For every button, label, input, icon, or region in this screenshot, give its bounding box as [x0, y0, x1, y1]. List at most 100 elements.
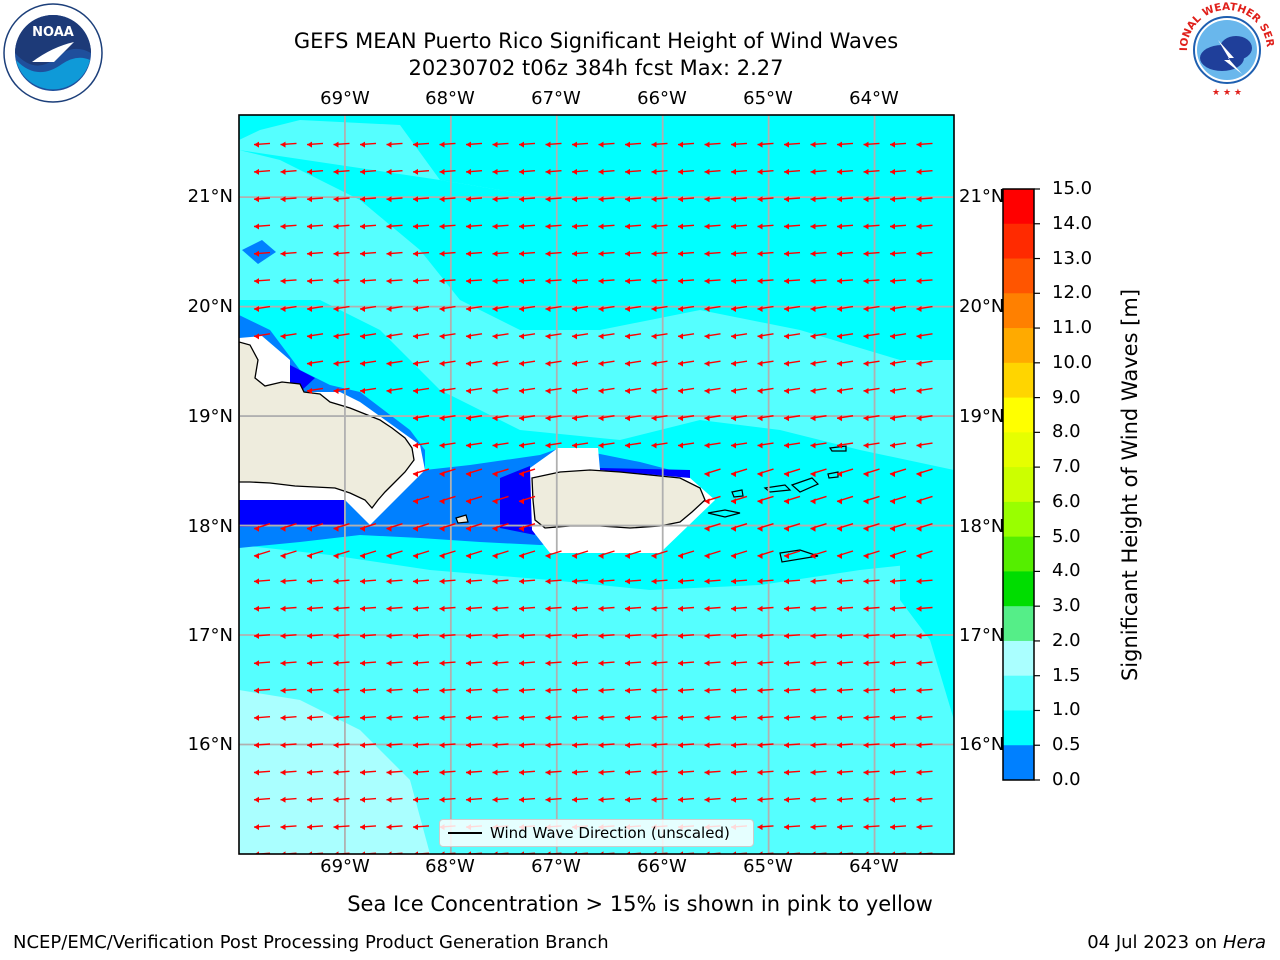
wave-direction-arrow: [465, 605, 483, 612]
wave-direction-arrow: [624, 250, 642, 257]
wave-direction-arrow: [439, 196, 456, 203]
wave-direction-arrow: [863, 468, 880, 478]
wave-direction-arrow: [306, 578, 324, 585]
wave-direction-arrow: [545, 278, 562, 285]
wave-direction-arrow: [359, 278, 377, 285]
wave-direction-arrow: [492, 168, 509, 175]
wave-direction-arrow: [306, 305, 324, 313]
wave-direction-arrow: [651, 769, 668, 776]
wave-direction-arrow: [624, 742, 642, 749]
wave-direction-arrow: [359, 305, 377, 313]
wave-direction-arrow: [651, 415, 668, 422]
wave-direction-arrow: [836, 769, 854, 776]
wave-direction-arrow: [439, 360, 456, 367]
wave-direction-arrow: [757, 550, 774, 559]
wave-direction-arrow: [889, 714, 907, 721]
wave-direction-arrow: [836, 168, 854, 175]
wave-direction-arrow: [412, 168, 430, 175]
colorbar-tick-label: 9.0: [1052, 386, 1081, 408]
wave-direction-arrow: [333, 223, 350, 230]
wave-direction-arrow: [518, 387, 536, 394]
wave-direction-arrow: [359, 250, 377, 257]
wave-direction-arrow: [386, 196, 403, 203]
vieques-island: [707, 509, 741, 518]
wave-direction-arrow: [439, 714, 456, 721]
wave-direction-arrow: [783, 387, 801, 394]
wave-direction-arrow: [306, 387, 324, 394]
colorbar-band: [1003, 675, 1034, 711]
wave-direction-arrow: [545, 660, 562, 667]
wave-direction-arrow: [916, 196, 933, 203]
wave-direction-arrow: [836, 360, 854, 367]
wave-direction-arrow: [439, 605, 456, 612]
wave-direction-arrow: [677, 633, 695, 639]
sea-ice-note: Sea Ice Concentration > 15% is shown in …: [347, 892, 933, 916]
wave-direction-arrow: [253, 305, 271, 313]
wave-direction-arrow: [598, 769, 615, 776]
wave-direction-arrow: [624, 769, 642, 776]
colorbar-frame: [1002, 188, 1035, 781]
wave-direction-arrow: [465, 442, 483, 449]
colorbar-band: [1003, 467, 1034, 503]
wave-direction-arrow: [889, 196, 907, 203]
wave-direction-arrow: [677, 442, 695, 449]
wave-direction-arrow: [253, 769, 271, 776]
wave-direction-arrow: [386, 278, 403, 285]
wave-direction-arrow: [889, 796, 907, 803]
lat-label-right: 21°N: [959, 186, 1005, 207]
wave-direction-arrow: [651, 360, 668, 367]
legend-label: Wind Wave Direction (unscaled): [490, 824, 730, 842]
wave-direction-arrow: [677, 223, 695, 230]
wave-direction-arrow: [333, 824, 350, 831]
wave-direction-arrow: [677, 168, 695, 175]
wave-direction-arrow: [836, 742, 854, 749]
wave-direction-arrow: [863, 415, 880, 422]
wave-direction-arrow: [545, 305, 562, 313]
wave-direction-arrow: [412, 387, 430, 394]
wave-direction-arrow: [677, 578, 695, 585]
wave-direction-arrow: [863, 796, 880, 803]
wave-direction-arrow: [253, 742, 271, 749]
wave-direction-arrow: [889, 141, 907, 148]
lon-label-bottom: 67°W: [531, 856, 581, 877]
wave-direction-arrow: [598, 660, 615, 667]
wave-direction-arrow: [810, 278, 827, 285]
wave-direction-arrow: [598, 742, 615, 749]
wave-direction-arrow: [916, 333, 933, 340]
wave-direction-arrow: [757, 824, 774, 831]
colorbar-tick-label: 0.0: [1052, 769, 1081, 790]
wave-direction-arrow: [730, 633, 748, 639]
wave-direction-arrow: [783, 468, 801, 478]
wave-direction-arrow: [810, 687, 827, 694]
wave-direction-arrow: [836, 305, 854, 313]
wave-direction-arrow: [598, 333, 615, 340]
wave-direction-arrow: [545, 687, 562, 694]
wave-direction-arrow: [253, 168, 271, 175]
wave-direction-arrow: [624, 550, 642, 559]
wave-direction-arrow: [836, 687, 854, 694]
wave-direction-arrow: [783, 633, 801, 639]
wave-direction-arrow: [439, 742, 456, 749]
wave-field-0-0-0-5-mona: [500, 466, 535, 535]
wave-direction-arrow: [677, 660, 695, 667]
wave-direction-arrow: [333, 387, 350, 394]
wave-direction-arrow: [863, 442, 880, 449]
wave-direction-arrow: [465, 278, 483, 285]
wave-direction-arrow: [677, 278, 695, 285]
wave-direction-arrow: [386, 360, 403, 367]
wave-direction-arrow: [492, 714, 509, 721]
wave-direction-arrow: [810, 742, 827, 749]
wave-direction-arrow: [916, 769, 933, 776]
wave-direction-arrow: [889, 415, 907, 422]
wave-direction-arrow: [889, 250, 907, 257]
wave-direction-arrow: [598, 305, 615, 313]
wave-direction-arrow: [836, 824, 854, 831]
wave-direction-arrow: [836, 387, 854, 394]
wave-direction-arrow: [810, 223, 827, 230]
wave-direction-arrow: [386, 250, 403, 257]
wave-direction-arrow: [412, 360, 430, 367]
wave-direction-arrow: [757, 305, 774, 313]
wave-direction-arrow: [810, 605, 827, 612]
wave-direction-arrow: [624, 141, 642, 148]
wave-direction-arrow: [863, 360, 880, 367]
